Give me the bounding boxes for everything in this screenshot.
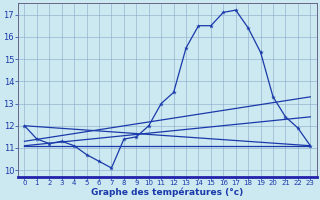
X-axis label: Graphe des températures (°c): Graphe des températures (°c) (91, 187, 244, 197)
